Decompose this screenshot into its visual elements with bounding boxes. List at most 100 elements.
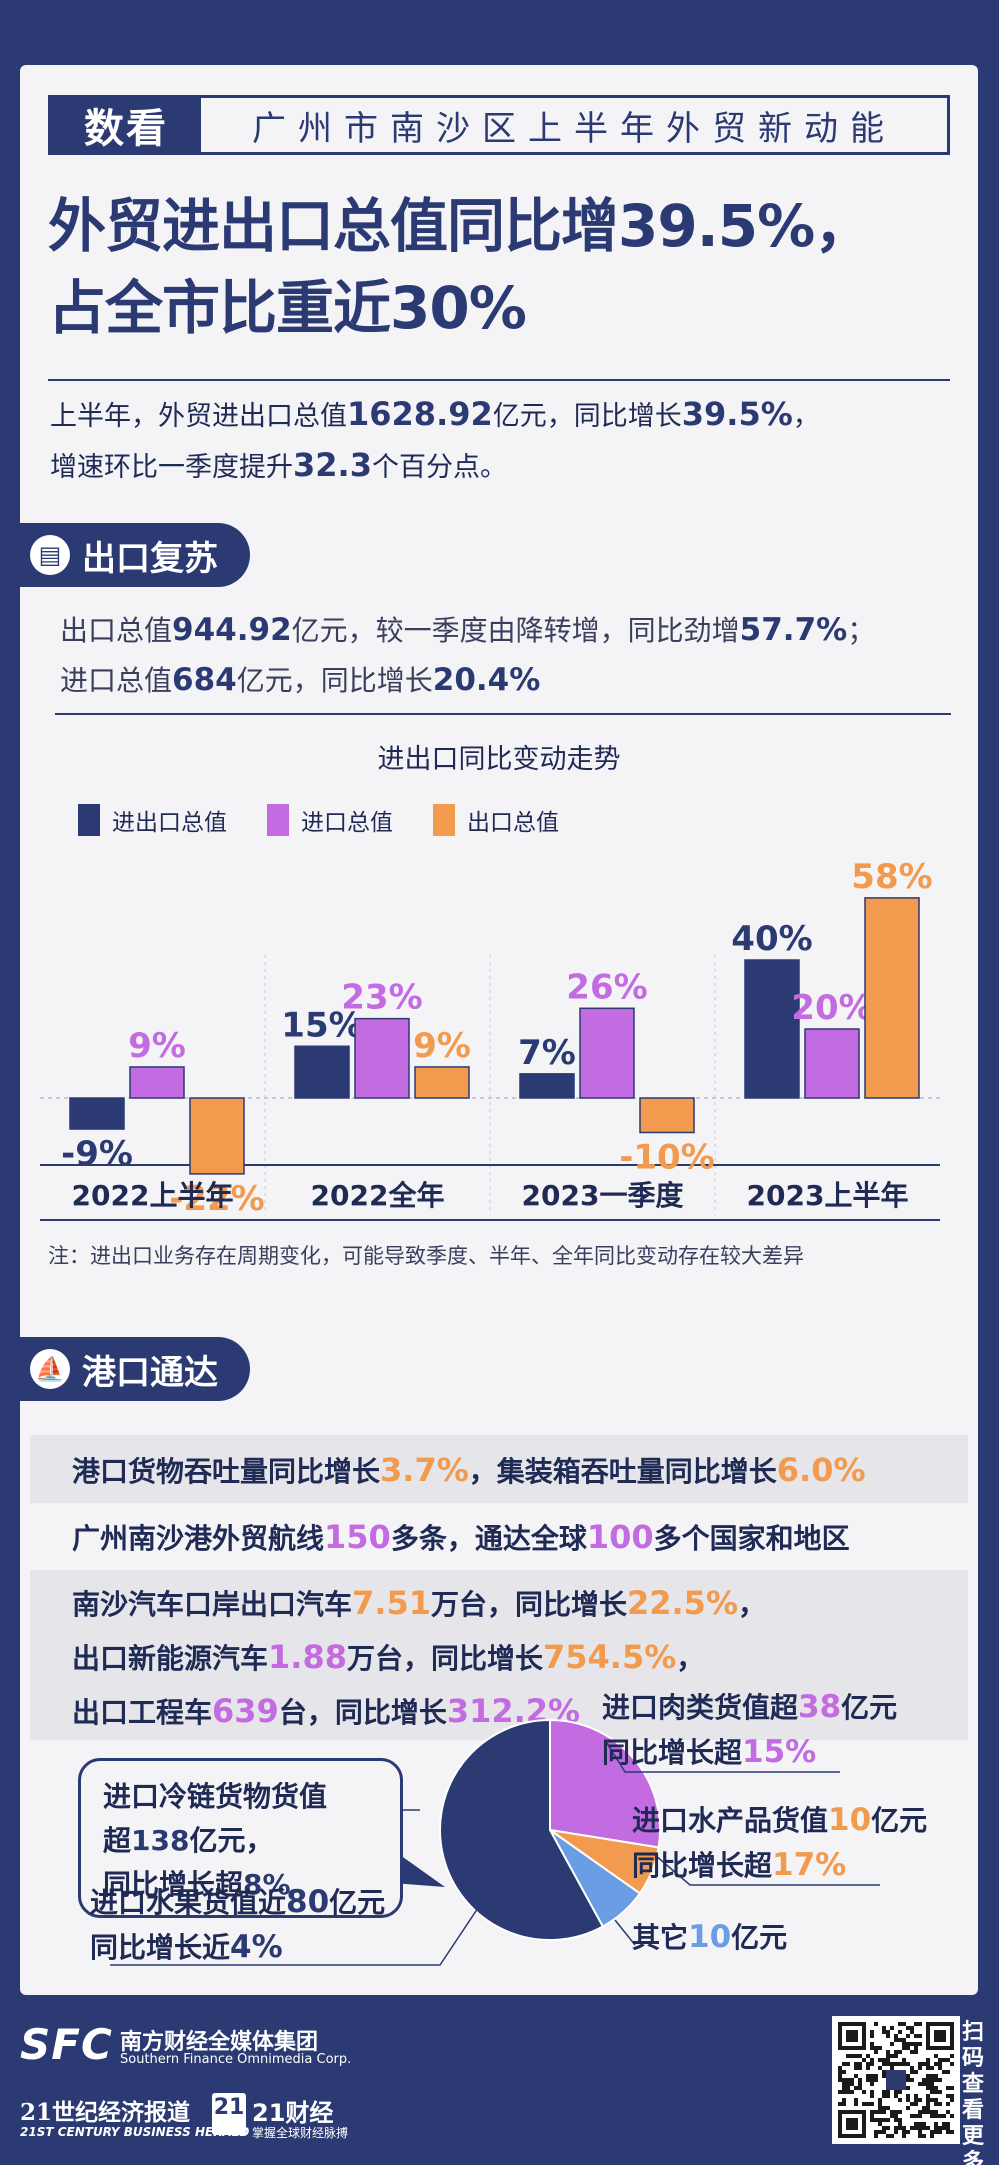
- qr-module: [894, 2038, 898, 2042]
- pie-slice: [549, 1718, 661, 1849]
- qr-module: [894, 2034, 898, 2038]
- qr-module: [910, 2078, 914, 2082]
- qr-module: [914, 2102, 918, 2106]
- qr-module: [862, 2090, 866, 2094]
- chart-title: 进出口同比变动走势: [377, 744, 621, 775]
- pie-text: 同比增长近: [90, 1931, 231, 1964]
- qr-module: [934, 2110, 938, 2114]
- qr-module: [854, 2074, 858, 2078]
- leader-line: [654, 1854, 880, 1886]
- headline-line1: 外贸进出口总值同比增39.5%，: [48, 192, 872, 260]
- qr-module: [910, 2126, 914, 2130]
- qr-module: [910, 2102, 914, 2106]
- qr-module: [906, 2086, 910, 2090]
- qr-module: [874, 2078, 878, 2082]
- pie-value: 10: [688, 1919, 732, 1955]
- qr-module: [926, 2086, 930, 2090]
- qr-module: [918, 2042, 922, 2046]
- qr-module: [938, 2114, 942, 2118]
- qr-module: [914, 2126, 918, 2130]
- qr-module: [870, 2114, 874, 2118]
- qr-module: [886, 2126, 890, 2130]
- qr-module: [918, 2022, 922, 2026]
- qr-module: [938, 2090, 942, 2094]
- lead-value-total: 1628.92: [347, 395, 493, 433]
- category-label: 2022上半年: [72, 1179, 234, 1212]
- legend-label: 进口总值: [301, 810, 393, 836]
- qr-module: [898, 2126, 902, 2130]
- section-export-recovery: ▤ 出口复苏: [20, 523, 250, 587]
- bar-data-label: 40%: [731, 919, 812, 959]
- qr-module: [938, 2066, 942, 2070]
- qr-module: [918, 2134, 922, 2138]
- qr-module: [926, 2102, 930, 2106]
- bar: [864, 897, 920, 1099]
- qr-module: [890, 2110, 894, 2114]
- qr-module: [866, 2066, 870, 2070]
- qr-module: [906, 2098, 910, 2102]
- bar: [189, 1097, 245, 1175]
- qr-module: [926, 2062, 930, 2066]
- qr-module: [918, 2110, 922, 2114]
- qr-module: [946, 2094, 950, 2098]
- port-text: ，: [676, 1642, 705, 1675]
- qr-module: [918, 2130, 922, 2134]
- c21-brand: 21财经: [252, 2099, 334, 2127]
- category-label: 2023一季度: [522, 1179, 684, 1212]
- qr-module: [882, 2106, 886, 2110]
- bar: [579, 1007, 635, 1099]
- import-growth: 20.4%: [432, 662, 541, 698]
- qr-module: [878, 2118, 882, 2122]
- qr-module: [906, 2026, 910, 2030]
- qr-module: [926, 2098, 930, 2102]
- qr-module: [914, 2094, 918, 2098]
- qr-module: [838, 2090, 842, 2094]
- qr-module: [906, 2106, 910, 2110]
- qr-module: [914, 2022, 918, 2026]
- legend-label: 进出口总值: [112, 810, 227, 836]
- qr-module: [910, 2050, 914, 2054]
- qr-module: [882, 2070, 886, 2074]
- qr-module: [910, 2070, 914, 2074]
- pie-text: 进口水果货值近: [90, 1886, 287, 1919]
- port-routes-line: 广州南沙港外贸航线150多条，通达全球100多个国家和地区: [72, 1517, 850, 1557]
- import-text: 进口总值: [60, 664, 173, 697]
- qr-module: [914, 2098, 918, 2102]
- c21-badge-icon: 21: [212, 2093, 246, 2135]
- qr-module: [846, 2054, 850, 2058]
- qr-module: [886, 2034, 890, 2038]
- qr-module: [906, 2130, 910, 2134]
- port-value: 6.0%: [776, 1451, 866, 1489]
- qr-module: [938, 2126, 942, 2130]
- qr-module: [850, 2082, 854, 2086]
- qr-module: [894, 2118, 898, 2122]
- qr-module: [894, 2054, 898, 2058]
- qr-module: [898, 2110, 902, 2114]
- section-title: 出口复苏: [82, 538, 218, 579]
- bar: [69, 1097, 125, 1130]
- qr-module: [870, 2058, 874, 2062]
- lead-text: ，: [792, 401, 820, 432]
- bubble-text: 亿元，: [189, 1824, 274, 1857]
- qr-module: [850, 2054, 854, 2058]
- bubble-text: 进口冷链货物货值: [103, 1780, 328, 1813]
- qr-module: [894, 2094, 898, 2098]
- qr-code[interactable]: [832, 2016, 960, 2144]
- qr-module: [878, 2046, 882, 2050]
- qr-module: [902, 2126, 906, 2130]
- pie-slice: [439, 1718, 605, 1941]
- document-icon: ▤: [30, 535, 70, 575]
- qr-module: [910, 2042, 914, 2046]
- qr-module: [858, 2066, 862, 2070]
- qr-module: [870, 2042, 874, 2046]
- port-text: 多个国家和地区: [653, 1522, 850, 1555]
- sfc-english: Southern Finance Omnimedia Corp.: [120, 2052, 352, 2067]
- auto-export-line: 南沙汽车口岸出口汽车7.51万台，同比增长22.5%，: [72, 1583, 766, 1623]
- bubble-text: 超: [103, 1824, 132, 1857]
- qr-module: [922, 2106, 926, 2110]
- qr-module: [910, 2114, 914, 2118]
- lead-text: 亿元，同比增长: [492, 401, 682, 432]
- pie-text: 同比增长超: [632, 1849, 773, 1882]
- qr-module: [890, 2062, 894, 2066]
- qr-module: [874, 2134, 878, 2138]
